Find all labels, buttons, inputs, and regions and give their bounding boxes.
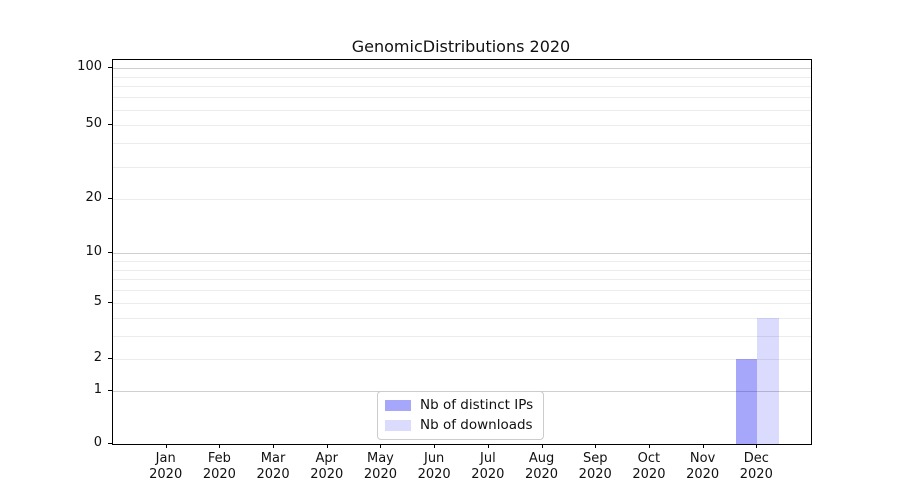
x-tick-mark: [702, 444, 704, 448]
plot-area: [112, 59, 812, 445]
y-tick-mark: [108, 252, 112, 254]
legend-label-distinct-ips: Nb of distinct IPs: [420, 397, 534, 413]
x-tick-mark: [648, 444, 650, 448]
x-tick-label: Jun 2020: [417, 451, 451, 482]
x-tick-mark: [273, 444, 275, 448]
minor-gridline: [113, 166, 811, 168]
minor-gridline: [113, 86, 811, 88]
legend-label-downloads: Nb of downloads: [420, 417, 533, 433]
x-tick-mark: [165, 444, 167, 448]
x-tick-label: Aug 2020: [524, 451, 559, 482]
minor-gridline: [113, 303, 811, 305]
bar-dec-series-0: [735, 359, 758, 444]
minor-gridline: [113, 336, 811, 338]
y-tick-label: 50: [85, 116, 102, 132]
y-tick-mark: [108, 390, 112, 392]
y-tick-label: 100: [77, 58, 102, 74]
minor-gridline: [113, 269, 811, 271]
minor-gridline: [113, 290, 811, 292]
y-tick-mark: [108, 66, 112, 68]
major-gridline: [113, 67, 811, 69]
minor-gridline: [113, 143, 811, 145]
y-tick-mark: [108, 302, 112, 304]
legend: Nb of distinct IPs Nb of downloads: [377, 391, 545, 440]
x-tick-label: Feb 2020: [202, 451, 236, 482]
y-tick-label: 10: [85, 244, 102, 260]
x-tick-label: Oct 2020: [632, 451, 666, 482]
x-tick-label: Mar 2020: [256, 451, 290, 482]
x-tick-mark: [541, 444, 543, 448]
legend-swatch-distinct-ips: [385, 400, 411, 411]
x-tick-mark: [756, 444, 758, 448]
y-tick-label: 20: [85, 190, 102, 206]
x-tick-label: Jul 2020: [471, 451, 505, 482]
x-tick-label: May 2020: [363, 451, 397, 482]
y-tick-mark: [108, 198, 112, 200]
minor-gridline: [113, 279, 811, 281]
y-tick-mark: [108, 443, 112, 444]
minor-gridline: [113, 261, 811, 263]
minor-gridline: [113, 97, 811, 99]
minor-gridline: [113, 110, 811, 112]
legend-row-downloads: Nb of downloads: [385, 418, 533, 433]
y-tick-label: 2: [93, 350, 102, 366]
y-tick-label: 0: [93, 435, 102, 450]
x-tick-mark: [219, 444, 221, 448]
chart-title: GenomicDistributions 2020: [351, 37, 571, 56]
y-tick-mark: [108, 358, 112, 360]
y-tick-label: 1: [93, 382, 102, 398]
minor-gridline: [113, 199, 811, 201]
x-tick-label: Nov 2020: [686, 451, 720, 482]
x-tick-mark: [326, 444, 328, 448]
x-tick-mark: [380, 444, 382, 448]
minor-gridline: [113, 318, 811, 320]
x-tick-mark: [487, 444, 489, 448]
y-tick-label: 5: [93, 294, 102, 310]
legend-row-distinct-ips: Nb of distinct IPs: [385, 398, 533, 413]
minor-gridline: [113, 76, 811, 78]
major-gridline: [113, 253, 811, 255]
x-tick-label: Dec 2020: [739, 451, 773, 482]
minor-gridline: [113, 125, 811, 127]
x-tick-mark: [595, 444, 597, 448]
x-tick-label: Jan 2020: [149, 451, 183, 482]
x-tick-label: Sep 2020: [578, 451, 612, 482]
minor-gridline: [113, 359, 811, 361]
x-tick-label: Apr 2020: [310, 451, 344, 482]
legend-swatch-downloads: [385, 420, 411, 431]
y-tick-mark: [108, 124, 112, 126]
x-tick-mark: [434, 444, 436, 448]
bar-dec-series-1: [757, 318, 779, 444]
